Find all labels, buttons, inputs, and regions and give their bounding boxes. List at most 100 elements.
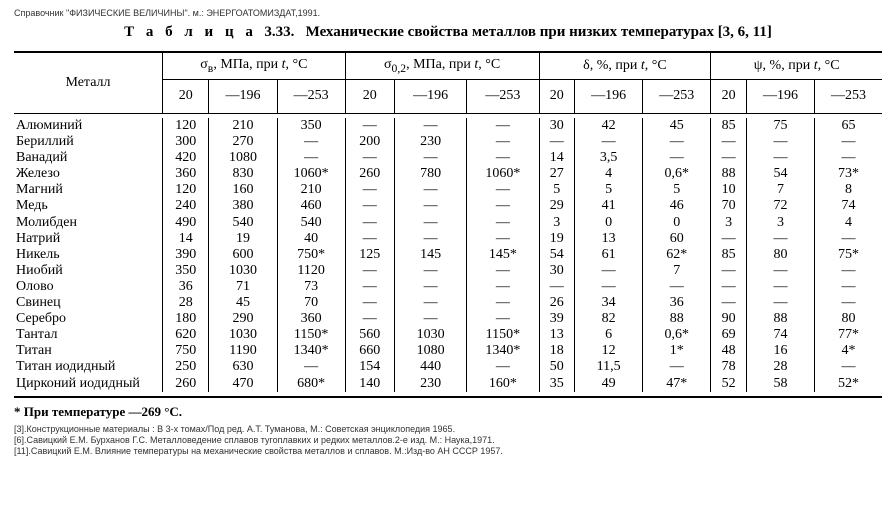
cell: 1* — [643, 343, 711, 359]
cell: 16 — [746, 343, 814, 359]
cell: 630 — [209, 359, 277, 375]
cell: 75* — [815, 247, 882, 263]
metal-name: Железо — [14, 166, 163, 182]
table-row: Ванадий4201080————143,5———— — [14, 150, 882, 166]
cell: 1190 — [209, 343, 277, 359]
cell: 30 — [539, 263, 575, 279]
temp-header: —196 — [394, 80, 466, 114]
table-row: Ниобий35010301120———30—7——— — [14, 263, 882, 279]
table-row: Цирконий иодидный260470680*140230160*354… — [14, 376, 882, 392]
cell: 77* — [815, 327, 882, 343]
group-header-3: ψ, %, при t, °С — [711, 53, 882, 79]
metal-name: Свинец — [14, 295, 163, 311]
cell: — — [815, 231, 882, 247]
temp-header: 20 — [163, 80, 209, 114]
cell: 52* — [815, 376, 882, 392]
cell: 540 — [277, 215, 345, 231]
cell: 41 — [575, 198, 643, 214]
cell: — — [277, 134, 345, 150]
cell: 260 — [345, 166, 394, 182]
cell: 35 — [539, 376, 575, 392]
cell: 61 — [575, 247, 643, 263]
cell: — — [575, 134, 643, 150]
cell: — — [815, 295, 882, 311]
cell: 8 — [815, 182, 882, 198]
cell: 54 — [539, 247, 575, 263]
cell: 290 — [209, 311, 277, 327]
cell: 14 — [539, 150, 575, 166]
cell: — — [467, 198, 539, 214]
cell: 4 — [575, 166, 643, 182]
cell: 50 — [539, 359, 575, 375]
cell: 42 — [575, 118, 643, 134]
cell: — — [345, 279, 394, 295]
cell: 74 — [815, 198, 882, 214]
data-table: Металл σв, МПа, при t, °С σ0,2, МПа, при… — [14, 51, 882, 398]
cell: 600 — [209, 247, 277, 263]
cell: — — [746, 134, 814, 150]
metal-name: Тантал — [14, 327, 163, 343]
cell: 7 — [643, 263, 711, 279]
cell: 1120 — [277, 263, 345, 279]
cell: 71 — [209, 279, 277, 295]
caption-prefix: Т а б л и ц а — [124, 24, 257, 40]
cell: 73 — [277, 279, 345, 295]
cell: 88 — [711, 166, 747, 182]
temp-header: —253 — [643, 80, 711, 114]
cell: — — [394, 215, 466, 231]
cell: 830 — [209, 166, 277, 182]
cell: — — [643, 150, 711, 166]
cell: 72 — [746, 198, 814, 214]
cell: 780 — [394, 166, 466, 182]
cell: 54 — [746, 166, 814, 182]
cell: 6 — [575, 327, 643, 343]
cell: 3 — [711, 215, 747, 231]
cell: 360 — [277, 311, 345, 327]
cell: 1060* — [277, 166, 345, 182]
cell: — — [711, 263, 747, 279]
cell: 270 — [209, 134, 277, 150]
cell: 125 — [345, 247, 394, 263]
cell: 145* — [467, 247, 539, 263]
cell: 154 — [345, 359, 394, 375]
cell: — — [815, 263, 882, 279]
table-row: Бериллий300270—200230——————— — [14, 134, 882, 150]
metal-name: Магний — [14, 182, 163, 198]
cell: 75 — [746, 118, 814, 134]
cell: — — [277, 150, 345, 166]
temp-header: —196 — [575, 80, 643, 114]
cell: 1340* — [467, 343, 539, 359]
cell: 39 — [539, 311, 575, 327]
cell: 12 — [575, 343, 643, 359]
cell: 80 — [746, 247, 814, 263]
cell: 360 — [163, 166, 209, 182]
temp-header: —196 — [209, 80, 277, 114]
cell: 230 — [394, 376, 466, 392]
cell: 28 — [163, 295, 209, 311]
cell: — — [711, 134, 747, 150]
table-row: Тантал62010301150*56010301150*1360,6*697… — [14, 327, 882, 343]
ref-line: [6].Савицкий Е.М. Бурханов Г.С. Металлов… — [14, 435, 882, 446]
cell: 46 — [643, 198, 711, 214]
cell: 5 — [575, 182, 643, 198]
cell: 210 — [209, 118, 277, 134]
cell: 30 — [539, 118, 575, 134]
cell: 29 — [539, 198, 575, 214]
page: Справочник "ФИЗИЧЕСКИЕ ВЕЛИЧИНЫ". м.: ЭН… — [0, 0, 896, 461]
cell: — — [539, 279, 575, 295]
cell: 1080 — [394, 343, 466, 359]
cell: 250 — [163, 359, 209, 375]
cell: — — [394, 182, 466, 198]
footnote: * При температуре —269 °С. — [14, 404, 882, 420]
cell: 7 — [746, 182, 814, 198]
cell: 350 — [163, 263, 209, 279]
table-row: Никель390600750*125145145*546162*858075* — [14, 247, 882, 263]
cell: 13 — [539, 327, 575, 343]
temp-header: 20 — [711, 80, 747, 114]
cell: — — [467, 231, 539, 247]
cell: — — [467, 215, 539, 231]
cell: — — [467, 134, 539, 150]
cell: 34 — [575, 295, 643, 311]
cell: 200 — [345, 134, 394, 150]
metal-name: Титан иодидный — [14, 359, 163, 375]
